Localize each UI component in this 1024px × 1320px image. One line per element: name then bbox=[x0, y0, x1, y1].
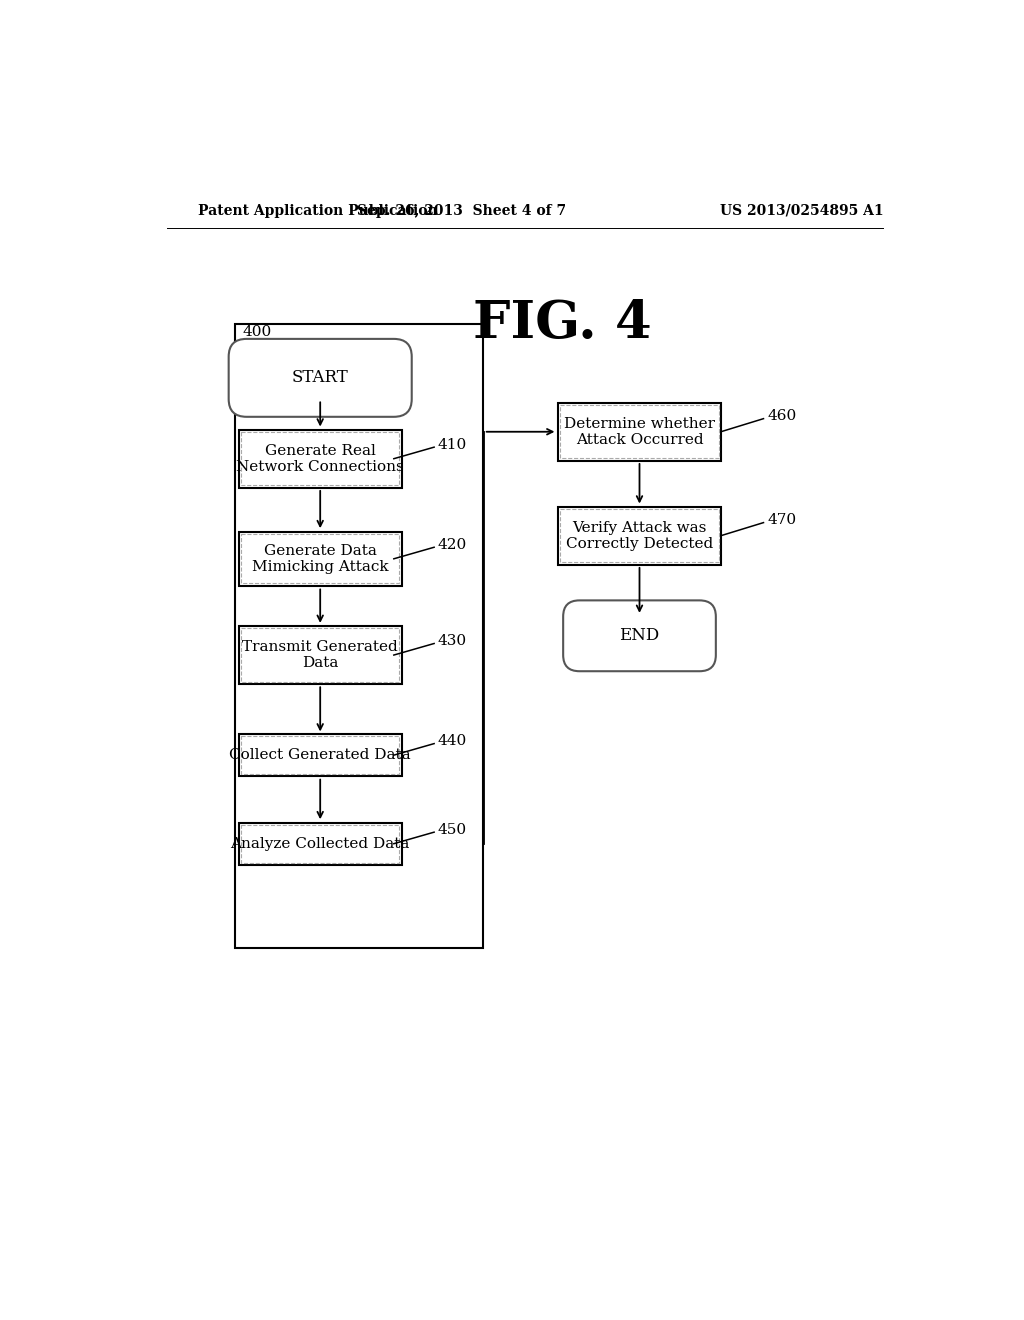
FancyBboxPatch shape bbox=[558, 403, 721, 461]
FancyBboxPatch shape bbox=[239, 532, 401, 586]
FancyBboxPatch shape bbox=[239, 822, 401, 865]
FancyBboxPatch shape bbox=[563, 601, 716, 671]
Text: Sep. 26, 2013  Sheet 4 of 7: Sep. 26, 2013 Sheet 4 of 7 bbox=[356, 203, 566, 218]
Text: Patent Application Publication: Patent Application Publication bbox=[198, 203, 437, 218]
Text: 420: 420 bbox=[438, 539, 467, 552]
Text: 460: 460 bbox=[767, 409, 797, 424]
Text: Generate Data
Mimicking Attack: Generate Data Mimicking Attack bbox=[252, 544, 388, 574]
FancyBboxPatch shape bbox=[239, 734, 401, 776]
Text: Analyze Collected Data: Analyze Collected Data bbox=[230, 837, 410, 850]
Text: FIG. 4: FIG. 4 bbox=[473, 298, 651, 350]
FancyBboxPatch shape bbox=[239, 626, 401, 684]
Text: Generate Real
Network Connections: Generate Real Network Connections bbox=[237, 444, 404, 474]
Text: Verify Attack was
Correctly Detected: Verify Attack was Correctly Detected bbox=[566, 520, 713, 550]
Text: US 2013/0254895 A1: US 2013/0254895 A1 bbox=[721, 203, 884, 218]
Text: START: START bbox=[292, 370, 348, 387]
FancyBboxPatch shape bbox=[558, 507, 721, 565]
Text: Determine whether
Attack Occurred: Determine whether Attack Occurred bbox=[564, 417, 715, 447]
Text: 410: 410 bbox=[438, 438, 467, 451]
Text: 450: 450 bbox=[438, 822, 467, 837]
Bar bbox=[234, 323, 483, 948]
Text: 440: 440 bbox=[438, 734, 467, 748]
FancyBboxPatch shape bbox=[228, 339, 412, 417]
Text: END: END bbox=[620, 627, 659, 644]
FancyBboxPatch shape bbox=[239, 430, 401, 487]
Text: 400: 400 bbox=[243, 325, 272, 339]
Text: 430: 430 bbox=[438, 634, 467, 648]
Text: 470: 470 bbox=[767, 513, 797, 527]
Text: Collect Generated Data: Collect Generated Data bbox=[229, 748, 411, 762]
Text: Transmit Generated
Data: Transmit Generated Data bbox=[243, 640, 398, 671]
